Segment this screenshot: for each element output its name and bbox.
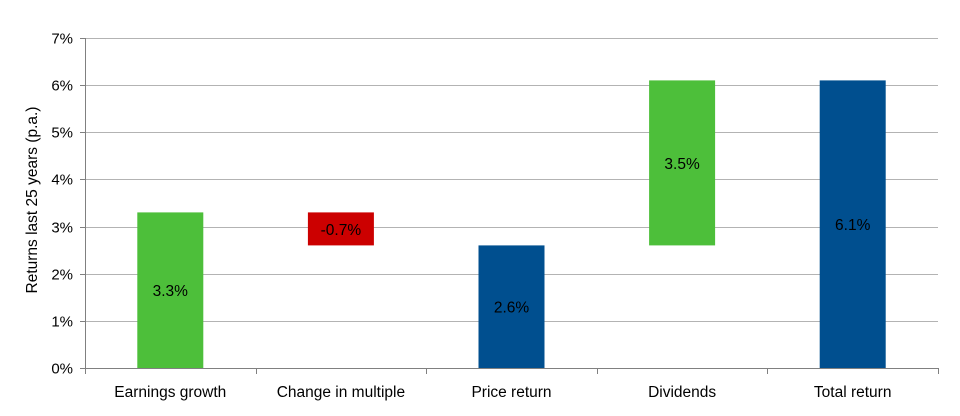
x-category-label: Earnings growth	[114, 384, 226, 401]
y-tick-label: 2%	[51, 267, 73, 284]
y-tick-label: 6%	[51, 78, 73, 95]
bar	[307, 212, 374, 246]
data-label: 2.6%	[494, 300, 530, 317]
bar	[819, 80, 886, 369]
data-label: 3.3%	[153, 283, 189, 300]
x-category-label: Change in multiple	[277, 384, 405, 401]
x-category-label: Dividends	[648, 384, 716, 401]
axes-group	[80, 38, 939, 374]
y-tick-label: 3%	[51, 220, 73, 237]
grid-lines	[85, 38, 938, 322]
y-tick-label: 1%	[51, 314, 73, 331]
y-tick-label: 7%	[51, 31, 73, 48]
data-label: 3.5%	[664, 156, 700, 173]
y-tick-label: 5%	[51, 125, 73, 142]
bar	[137, 212, 204, 368]
data-label: 6.1%	[835, 217, 871, 234]
x-category-label: Price return	[471, 384, 551, 401]
labels-group: 0% 1% 2% 3% 4% 5% 6% 7% 3.3% Earnings growth -0.7%…	[51, 31, 891, 402]
y-tick-label: 4%	[51, 172, 73, 189]
y-tick-label: 0%	[51, 361, 73, 378]
y-axis-label: Returns last 25 years (p.a.)	[24, 107, 41, 294]
bars-group	[137, 80, 886, 369]
bar	[649, 80, 716, 246]
data-label: -0.7%	[321, 222, 362, 239]
x-category-label: Total return	[814, 384, 892, 401]
bar	[478, 245, 545, 368]
